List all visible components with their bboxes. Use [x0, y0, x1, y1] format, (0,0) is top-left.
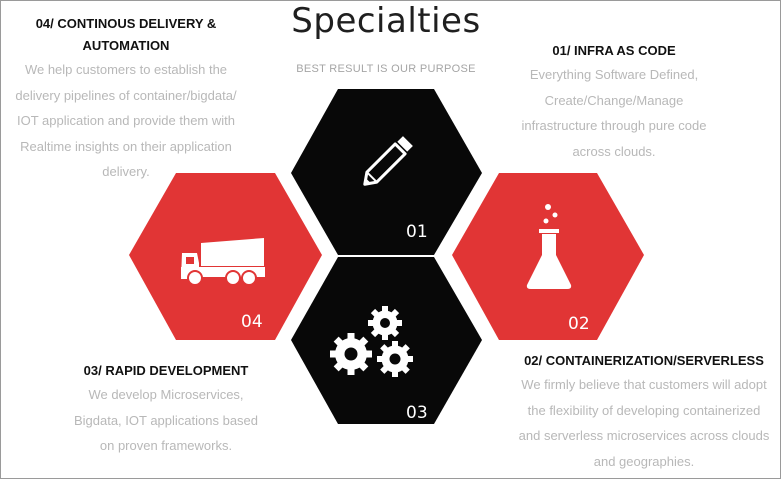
hexagon-01: 01	[291, 89, 482, 255]
specialty-03-description: We develop Microservices, Bigdata, IOT a…	[41, 382, 291, 459]
specialty-03-heading: 03/ RAPID DEVELOPMENT	[83, 363, 249, 378]
specialty-04-description: We help customers to establish the deliv…	[1, 57, 259, 185]
description-line: IOT application and provide them with	[17, 113, 235, 128]
description-line: Everything Software Defined,	[529, 67, 699, 82]
specialty-04-heading-line: 04/ CONTINOUS DELIVERY &	[35, 16, 217, 31]
specialty-01-heading: 01/ INFRA AS CODE	[552, 43, 676, 58]
hexagon-03-number: 03	[406, 403, 428, 423]
description-line: across clouds.	[572, 143, 656, 159]
description-line: Realtime insights on their application	[20, 138, 232, 154]
hexagon-03-shape	[291, 257, 482, 424]
description-line: delivery.	[102, 164, 150, 179]
specialty-04-block: 04/ CONTINOUS DELIVERY & AUTOMATION We h…	[1, 13, 259, 185]
hexagon-03: 03	[291, 257, 482, 424]
description-line: and serverless microservices across clou…	[518, 428, 770, 443]
gears-icon	[330, 306, 413, 377]
dump-truck-icon	[181, 238, 265, 286]
hexagon-02-number: 02	[568, 314, 590, 334]
description-line: We firmly believe that customers will ad…	[521, 377, 767, 392]
description-line: We develop Microservices,	[88, 387, 244, 402]
hexagon-02: 02	[452, 173, 644, 340]
hexagon-01-number: 01	[406, 222, 428, 242]
description-line: and geographies.	[593, 453, 695, 469]
specialty-02-heading: 02/ CONTAINERIZATION/SERVERLESS	[524, 353, 764, 368]
specialty-02-description: We firmly believe that customers will ad…	[489, 372, 780, 474]
description-line: Bigdata, IOT applications based	[73, 412, 259, 428]
page-title: Specialties	[291, 1, 481, 41]
specialty-04-heading-line: AUTOMATION	[82, 38, 170, 53]
hexagon-04: 04	[129, 173, 322, 340]
description-line: infrastructure through pure code	[521, 118, 707, 133]
specialty-03-block: 03/ RAPID DEVELOPMENT We develop Microse…	[41, 360, 291, 459]
specialty-02-block: 02/ CONTAINERIZATION/SERVERLESS We firml…	[489, 350, 780, 474]
pencil-icon	[363, 136, 413, 186]
description-line: the flexibility of developing containeri…	[527, 402, 761, 418]
specialty-04-heading: 04/ CONTINOUS DELIVERY & AUTOMATION	[1, 13, 259, 57]
description-line: Create/Change/Manage	[544, 92, 684, 108]
description-line: delivery pipelines of container/bigdata/	[15, 87, 237, 103]
hexagon-04-number: 04	[241, 312, 263, 332]
specialty-01-description: Everything Software Defined, Create/Chan…	[499, 62, 729, 164]
flask-icon	[526, 204, 572, 289]
description-line: on proven frameworks.	[99, 438, 233, 453]
specialty-01-block: 01/ INFRA AS CODE Everything Software De…	[499, 40, 729, 164]
page-subtitle: BEST RESULT IS OUR PURPOSE	[296, 63, 476, 75]
description-line: We help customers to establish the	[24, 62, 228, 77]
